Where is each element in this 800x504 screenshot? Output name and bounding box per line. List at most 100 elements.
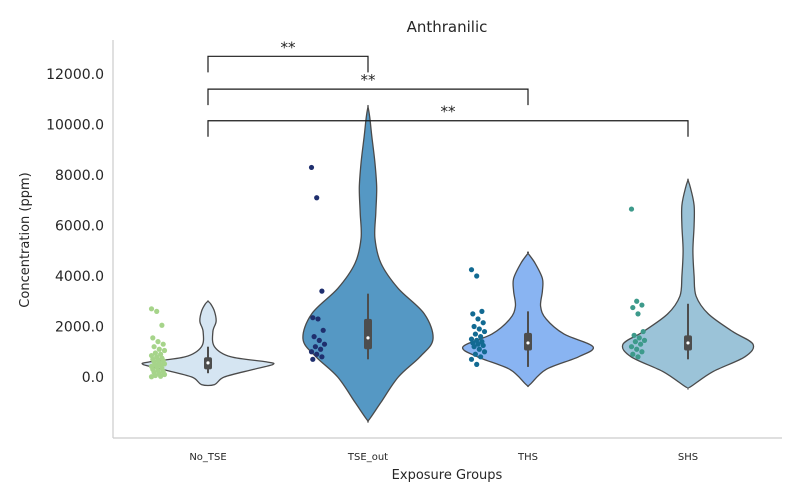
data-point [478,334,484,340]
box-median [686,341,690,345]
data-point [480,342,486,349]
data-point [155,339,161,345]
data-point [161,347,168,354]
y-tick-label: 8000.0 [55,168,104,184]
data-point [472,351,478,357]
y-tick-label: 0.0 [82,370,104,386]
data-point [474,361,480,367]
violin-shape [621,178,755,390]
data-point [634,298,640,304]
significance-bracket [207,88,529,106]
data-point [632,339,639,345]
data-point [630,351,636,357]
data-point [148,374,155,380]
y-axis-title: Concentration (ppm) [18,172,33,307]
data-point [318,346,324,352]
data-point [159,322,165,328]
data-point [310,356,316,362]
data-point [630,304,636,311]
significance-bracket [207,55,369,73]
data-point [161,371,168,378]
data-point [481,328,488,335]
data-point [468,356,475,362]
box-median [526,341,530,345]
significance-label: ** [441,103,457,121]
data-point [634,346,640,352]
data-point [314,195,320,201]
x-axis-title: Exposure Groups [392,468,503,483]
y-tick-label: 4000.0 [55,269,104,285]
box-median [366,336,370,340]
box-median [206,361,210,365]
data-point [476,326,482,332]
data-point [479,308,485,314]
data-point [154,308,160,314]
data-point [156,346,162,352]
data-point [478,354,484,360]
data-point [151,344,157,350]
data-point [481,349,488,355]
data-point [635,354,641,360]
significance-bracket [207,120,689,137]
data-point [150,335,156,341]
data-point [310,315,316,321]
significance-label: ** [281,38,297,56]
data-point [475,316,481,322]
violin-shape [302,104,434,423]
data-point [480,320,486,326]
data-point [314,351,320,357]
x-tick-label: TSE_out [347,452,388,463]
y-tick-label: 2000.0 [55,320,104,336]
data-point [319,288,325,294]
y-ticks-layer: 0.0 2000.0 4000.0 6000.0 8000.0 10000.0 12000.… [46,67,104,386]
data-point [639,302,645,308]
significance-layer: ** ** ** [207,38,689,137]
x-tick-label: SHS [678,452,698,463]
data-point [160,341,166,347]
data-point [631,332,637,338]
data-point [476,346,482,352]
data-point [320,327,326,333]
violin-shape [141,300,275,387]
data-point [308,349,315,355]
data-point [475,341,481,347]
violins-layer [141,104,755,423]
data-point [635,311,641,317]
data-point [628,206,635,212]
y-tick-label: 10000.0 [46,118,104,134]
data-point [470,311,476,317]
data-point [316,337,322,343]
data-point [311,334,317,340]
data-point [636,335,642,341]
data-point [641,337,648,343]
x-tick-label: THS [517,452,538,463]
data-point [308,164,315,171]
x-tick-label: No_TSE [189,452,226,463]
y-tick-label: 12000.0 [46,67,104,83]
chart-title: Anthranilic [407,18,488,36]
data-point [319,354,325,360]
data-point [315,316,321,322]
box-iqr [364,318,372,350]
data-point [638,341,644,347]
significance-label: ** [361,71,377,89]
y-tick-label: 6000.0 [55,219,104,235]
data-point [474,273,480,279]
data-point [321,341,328,347]
data-point [312,344,318,350]
data-point [472,331,478,337]
data-point [158,373,164,379]
x-ticks-layer: No_TSE TSE_out THS SHS [189,452,698,463]
data-point [468,267,475,273]
data-point [628,344,635,350]
data-point [152,372,158,379]
points-layer [148,164,648,380]
data-point [639,349,645,355]
data-point [640,328,646,335]
data-point [471,323,477,330]
data-point [148,306,155,312]
data-point [471,344,477,350]
data-point [161,361,168,367]
